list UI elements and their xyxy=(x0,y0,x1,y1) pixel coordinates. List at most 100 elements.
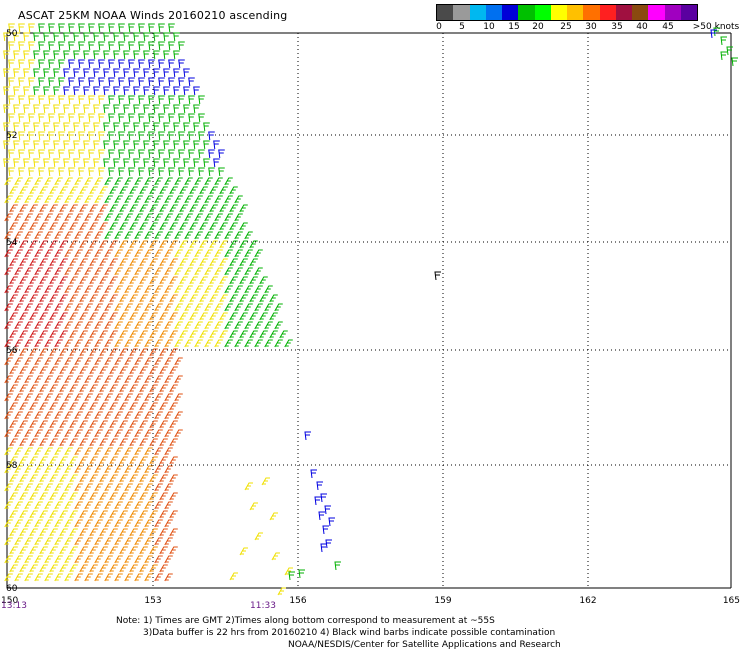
wind-barb xyxy=(213,158,220,168)
wind-barb xyxy=(154,303,163,312)
wind-barb xyxy=(249,330,258,339)
wind-barb xyxy=(79,222,88,231)
wind-barb xyxy=(320,543,327,553)
wind-barb xyxy=(79,294,88,303)
wind-barb xyxy=(48,167,55,177)
wind-barb xyxy=(284,339,293,348)
wind-barb xyxy=(320,493,327,503)
wind-barb xyxy=(133,68,140,78)
wind-barb xyxy=(173,32,180,42)
wind-barb xyxy=(174,213,183,222)
wind-barb xyxy=(54,249,63,258)
wind-barb xyxy=(168,77,175,87)
wind-barb xyxy=(134,231,143,240)
wind-barb xyxy=(54,393,63,402)
wind-barb xyxy=(4,465,13,474)
wind-barb xyxy=(179,330,188,339)
wind-barb xyxy=(94,555,103,564)
wind-barb xyxy=(54,303,63,312)
wind-barb xyxy=(159,402,168,411)
wind-barb xyxy=(134,267,143,276)
wind-barb xyxy=(163,50,170,60)
wind-barb xyxy=(119,420,128,429)
wind-barb xyxy=(44,321,53,330)
wind-barb xyxy=(169,402,178,411)
wind-barb xyxy=(123,50,130,60)
wind-barb xyxy=(224,285,233,294)
wind-barb xyxy=(38,59,45,69)
wind-barb xyxy=(49,240,58,249)
wind-barb xyxy=(198,131,205,141)
wind-barb xyxy=(34,375,43,384)
wind-barb xyxy=(229,222,238,231)
wind-barb xyxy=(73,86,80,96)
wind-barb xyxy=(720,36,727,46)
wind-barb xyxy=(269,330,278,339)
wind-barb xyxy=(138,77,145,87)
wind-barb xyxy=(99,420,108,429)
wind-barb xyxy=(144,285,153,294)
wind-barb xyxy=(124,411,133,420)
wind-barb xyxy=(58,95,65,105)
wind-barb xyxy=(168,95,175,105)
wind-barb xyxy=(124,519,133,528)
wind-barb xyxy=(9,528,18,537)
wind-barb xyxy=(53,68,60,78)
wind-barb xyxy=(33,140,40,150)
wind-barb xyxy=(99,204,108,213)
wind-barb xyxy=(23,104,30,114)
wind-barb xyxy=(134,411,143,420)
legend-label: 35 xyxy=(611,22,623,32)
wind-barb xyxy=(59,330,68,339)
wind-barb xyxy=(59,438,68,447)
wind-barb xyxy=(159,420,168,429)
wind-barb xyxy=(8,59,15,69)
wind-barb xyxy=(34,447,43,456)
wind-barb xyxy=(109,564,118,573)
wind-barb xyxy=(29,348,38,357)
wind-barb xyxy=(114,375,123,384)
wind-barb xyxy=(24,285,33,294)
wind-barb xyxy=(19,474,28,483)
wind-barb xyxy=(133,86,140,96)
wind-barb xyxy=(203,122,210,132)
wind-barb xyxy=(229,276,238,285)
wind-barb xyxy=(39,294,48,303)
wind-barb xyxy=(179,294,188,303)
wind-barb xyxy=(108,77,115,87)
wind-barb xyxy=(193,140,200,150)
latitude-tick-label: 50 xyxy=(6,29,18,39)
wind-barb xyxy=(138,149,145,159)
wind-barb xyxy=(144,267,153,276)
wind-barb xyxy=(149,510,158,519)
wind-barb xyxy=(14,465,23,474)
legend-swatch xyxy=(485,5,502,20)
wind-barb xyxy=(79,384,88,393)
wind-barb xyxy=(113,140,120,150)
legend-labels: 0 5 10 15 20 25 30 35 40 45 >50 knots xyxy=(436,22,739,36)
wind-barb xyxy=(318,511,325,521)
wind-barb xyxy=(168,131,175,141)
wind-barb xyxy=(3,86,10,96)
wind-barb xyxy=(164,519,173,528)
wind-barb xyxy=(98,77,105,87)
wind-barb xyxy=(164,411,173,420)
wind-barb xyxy=(73,68,80,78)
wind-barb xyxy=(83,68,90,78)
wind-barb xyxy=(119,258,128,267)
wind-barb xyxy=(74,501,83,510)
wind-barb xyxy=(249,312,258,321)
wind-barb xyxy=(84,411,93,420)
wind-barb xyxy=(173,158,180,168)
wind-barb xyxy=(118,149,125,159)
wind-barb xyxy=(189,204,198,213)
wind-barb xyxy=(28,41,35,51)
wind-barb xyxy=(38,41,45,51)
legend-swatch xyxy=(664,5,681,20)
wind-barb xyxy=(119,312,128,321)
wind-barb xyxy=(44,231,53,240)
wind-barb xyxy=(154,483,163,492)
wind-barb xyxy=(274,303,283,312)
wind-barb xyxy=(74,213,83,222)
wind-barb xyxy=(34,483,43,492)
